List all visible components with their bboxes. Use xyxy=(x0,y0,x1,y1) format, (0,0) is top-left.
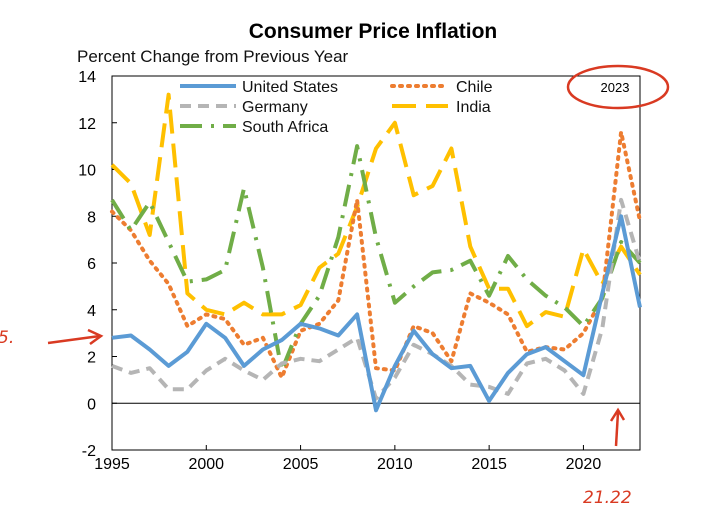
year-badge: 2023 xyxy=(566,64,670,110)
y-tick-label: 8 xyxy=(87,209,96,226)
y-tick-label: 12 xyxy=(78,116,96,133)
legend-label: South Africa xyxy=(242,119,328,136)
arrow-right-annotation xyxy=(47,334,101,345)
x-tick-label: 1995 xyxy=(94,456,130,473)
y-tick-label: 14 xyxy=(78,69,96,86)
arrow-head-annotation xyxy=(87,328,104,346)
left-annotation: 5. xyxy=(0,328,104,348)
arrow-up-annotation xyxy=(614,411,620,447)
bottom-annotation: 21.22 xyxy=(583,407,632,508)
series-line-south-africa xyxy=(110,144,642,373)
x-tick-label: 2020 xyxy=(566,456,602,473)
y-tick-label: 0 xyxy=(87,396,96,413)
badge-circle-annotation xyxy=(566,64,670,110)
year-badge-label: 2023 xyxy=(601,80,630,95)
series-line-united-states xyxy=(111,214,642,413)
y-tick-label: 2 xyxy=(87,350,96,367)
legend: United States Germany South Africa Chile Ind… xyxy=(180,79,493,136)
x-tick-label: 2005 xyxy=(283,456,319,473)
y-tick-label: 6 xyxy=(87,256,96,273)
legend-label: India xyxy=(456,99,491,116)
legend-label: United States xyxy=(242,79,338,96)
x-tick-label: 2015 xyxy=(471,456,507,473)
y-tick-label: -2 xyxy=(82,443,96,460)
x-tick-label: 2010 xyxy=(377,456,413,473)
chart-title: Consumer Price Inflation xyxy=(249,20,498,43)
x-tick-label: 2000 xyxy=(188,456,224,473)
bottom-annotation-text: 21.22 xyxy=(583,488,632,508)
series-lines xyxy=(110,92,642,413)
arrow-up-head-annotation xyxy=(609,407,626,422)
x-axis: 1995 2000 2005 2010 2015 2020 xyxy=(94,445,601,473)
series-line-chile xyxy=(110,130,642,380)
series-line-india xyxy=(110,92,642,329)
y-tick-label: 10 xyxy=(78,163,96,180)
y-axis: -2 0 2 4 6 8 10 12 14 xyxy=(78,69,117,460)
series-line-germany xyxy=(111,197,642,401)
left-annotation-text: 5. xyxy=(0,328,14,348)
legend-label: Chile xyxy=(456,79,493,96)
legend-label: Germany xyxy=(242,99,308,116)
chart-subtitle: Percent Change from Previous Year xyxy=(77,47,349,66)
y-tick-label: 4 xyxy=(87,303,96,320)
